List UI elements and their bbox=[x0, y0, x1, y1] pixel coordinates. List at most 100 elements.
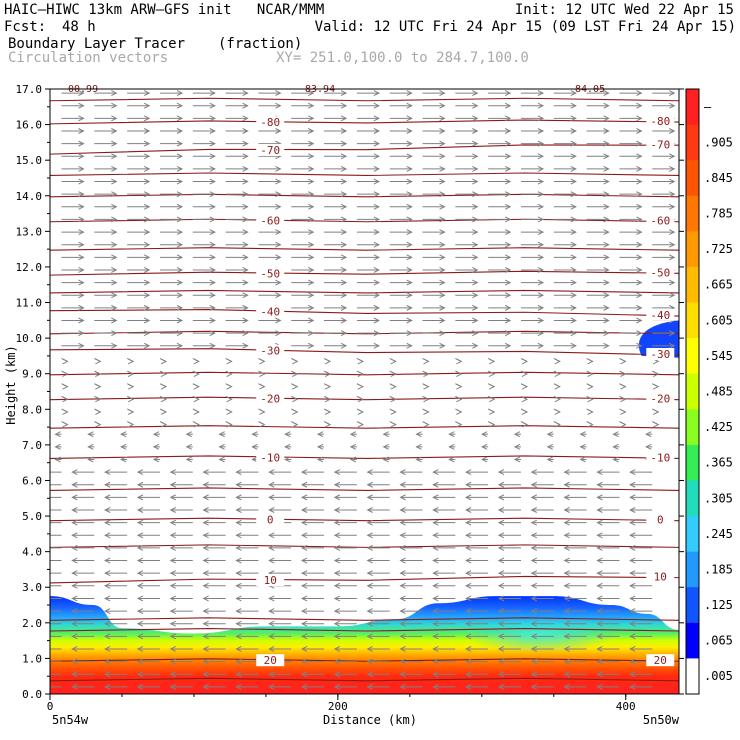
wind-vector-head bbox=[292, 371, 299, 377]
wind-vector-head bbox=[209, 292, 216, 299]
wind-vector-head bbox=[373, 279, 380, 286]
wind-vector-head bbox=[202, 507, 209, 513]
contour-label-bg bbox=[256, 116, 285, 129]
wind-vector-head bbox=[111, 191, 118, 198]
wind-vector-head bbox=[349, 456, 357, 463]
wind-vector-head bbox=[340, 203, 348, 210]
contour-label-bg bbox=[646, 214, 675, 227]
wind-vector-head bbox=[373, 229, 380, 236]
wind-vector-head bbox=[399, 608, 406, 615]
wind-vector-head bbox=[340, 165, 348, 172]
wind-vector-head bbox=[521, 358, 529, 365]
wind-vector-head bbox=[537, 165, 545, 172]
wind-vector-head bbox=[333, 658, 341, 665]
wind-vector-head bbox=[554, 371, 561, 377]
wind-vector-head bbox=[78, 304, 85, 311]
wind-vector-head bbox=[136, 532, 144, 539]
wind-vector-head bbox=[406, 178, 413, 185]
temperature-contour-label: -50 bbox=[260, 267, 280, 280]
wind-vector-head bbox=[268, 494, 275, 501]
wind-vector-head bbox=[669, 292, 676, 299]
wind-vector-head bbox=[546, 443, 553, 450]
wind-vector-head bbox=[268, 544, 275, 551]
wind-vector-head bbox=[504, 279, 512, 286]
wind-vector-head bbox=[87, 431, 94, 438]
wind-vector-head bbox=[390, 396, 397, 403]
wind-vector-head bbox=[537, 203, 545, 210]
temperature-contour bbox=[50, 97, 679, 102]
wind-vector-head bbox=[530, 544, 537, 551]
wind-vector-head bbox=[596, 582, 603, 589]
circulation-vectors bbox=[50, 90, 676, 690]
wind-vector-head bbox=[242, 330, 249, 337]
wind-vector-head bbox=[62, 358, 69, 365]
wind-vector-head bbox=[259, 421, 266, 428]
wind-vector-head bbox=[111, 178, 118, 185]
wind-vector-head bbox=[382, 431, 389, 438]
wind-vector-head bbox=[235, 519, 242, 526]
wind-vector-head bbox=[95, 396, 102, 403]
contour-label-bg bbox=[256, 654, 285, 667]
contour-label-bg bbox=[256, 344, 285, 357]
wind-vector-head bbox=[143, 178, 151, 185]
wind-vector-head bbox=[176, 140, 184, 147]
colorbar-swatch bbox=[686, 266, 699, 304]
wind-vector-head bbox=[300, 507, 308, 513]
wind-vector-head bbox=[432, 683, 439, 690]
wind-vector-head bbox=[537, 178, 545, 185]
wind-vector-head bbox=[456, 421, 463, 428]
wind-vector-head bbox=[497, 494, 505, 501]
wind-vector-head bbox=[432, 582, 439, 589]
wind-vector-head bbox=[226, 408, 233, 415]
wind-vector-head bbox=[209, 191, 216, 198]
wind-vector-head bbox=[448, 443, 455, 450]
colorbar-label: .665 bbox=[704, 278, 733, 292]
wind-vector-head bbox=[202, 646, 209, 652]
wind-vector-head bbox=[111, 267, 118, 273]
wind-vector-head bbox=[136, 519, 144, 526]
wind-vector-head bbox=[324, 358, 332, 365]
wind-vector-head bbox=[104, 519, 111, 526]
wind-vector-head bbox=[235, 532, 242, 539]
wind-vector-head bbox=[596, 658, 603, 665]
tracer-core-highlight bbox=[465, 617, 615, 653]
wind-vector-head bbox=[439, 254, 446, 261]
wind-vector-head bbox=[202, 620, 209, 627]
wind-vector-head bbox=[620, 421, 627, 428]
wind-vector-head bbox=[71, 532, 78, 539]
wind-vector-head bbox=[169, 595, 177, 602]
wind-vector-head bbox=[209, 102, 216, 109]
wind-vector-head bbox=[629, 595, 636, 602]
wind-vector-head bbox=[78, 191, 85, 198]
wind-vector-head bbox=[432, 494, 439, 501]
wind-vector-head bbox=[513, 443, 521, 450]
wind-vector-head bbox=[308, 102, 315, 109]
wind-vector-head bbox=[481, 456, 488, 463]
wind-vector-head bbox=[104, 481, 111, 488]
colorbar-swatch bbox=[686, 480, 699, 517]
contour-label-bg bbox=[646, 138, 675, 151]
wind-vector-head bbox=[209, 279, 216, 286]
temperature-contour-label: -50 bbox=[650, 266, 670, 279]
wind-vector-head bbox=[546, 456, 553, 463]
wind-vector-head bbox=[406, 140, 413, 147]
wind-vector-head bbox=[308, 153, 315, 160]
wind-vector-head bbox=[521, 396, 529, 403]
wind-vector-head bbox=[333, 570, 341, 577]
wind-vector-head bbox=[349, 443, 357, 450]
contour-label-bg bbox=[646, 570, 675, 583]
wind-vector-head bbox=[357, 371, 364, 377]
wind-vector-head bbox=[373, 165, 380, 172]
wind-vector-head bbox=[78, 342, 85, 349]
wind-vector-head bbox=[308, 191, 315, 198]
wind-vector-head bbox=[415, 431, 422, 438]
wind-vector-head bbox=[71, 557, 78, 564]
wind-vector-head bbox=[570, 216, 577, 223]
wind-vector-head bbox=[268, 481, 275, 488]
wind-vector-head bbox=[563, 481, 570, 488]
wind-vector-head bbox=[423, 408, 430, 415]
wind-vector-head bbox=[202, 671, 209, 678]
wind-vector-head bbox=[366, 608, 373, 615]
wind-vector-head bbox=[300, 608, 308, 615]
